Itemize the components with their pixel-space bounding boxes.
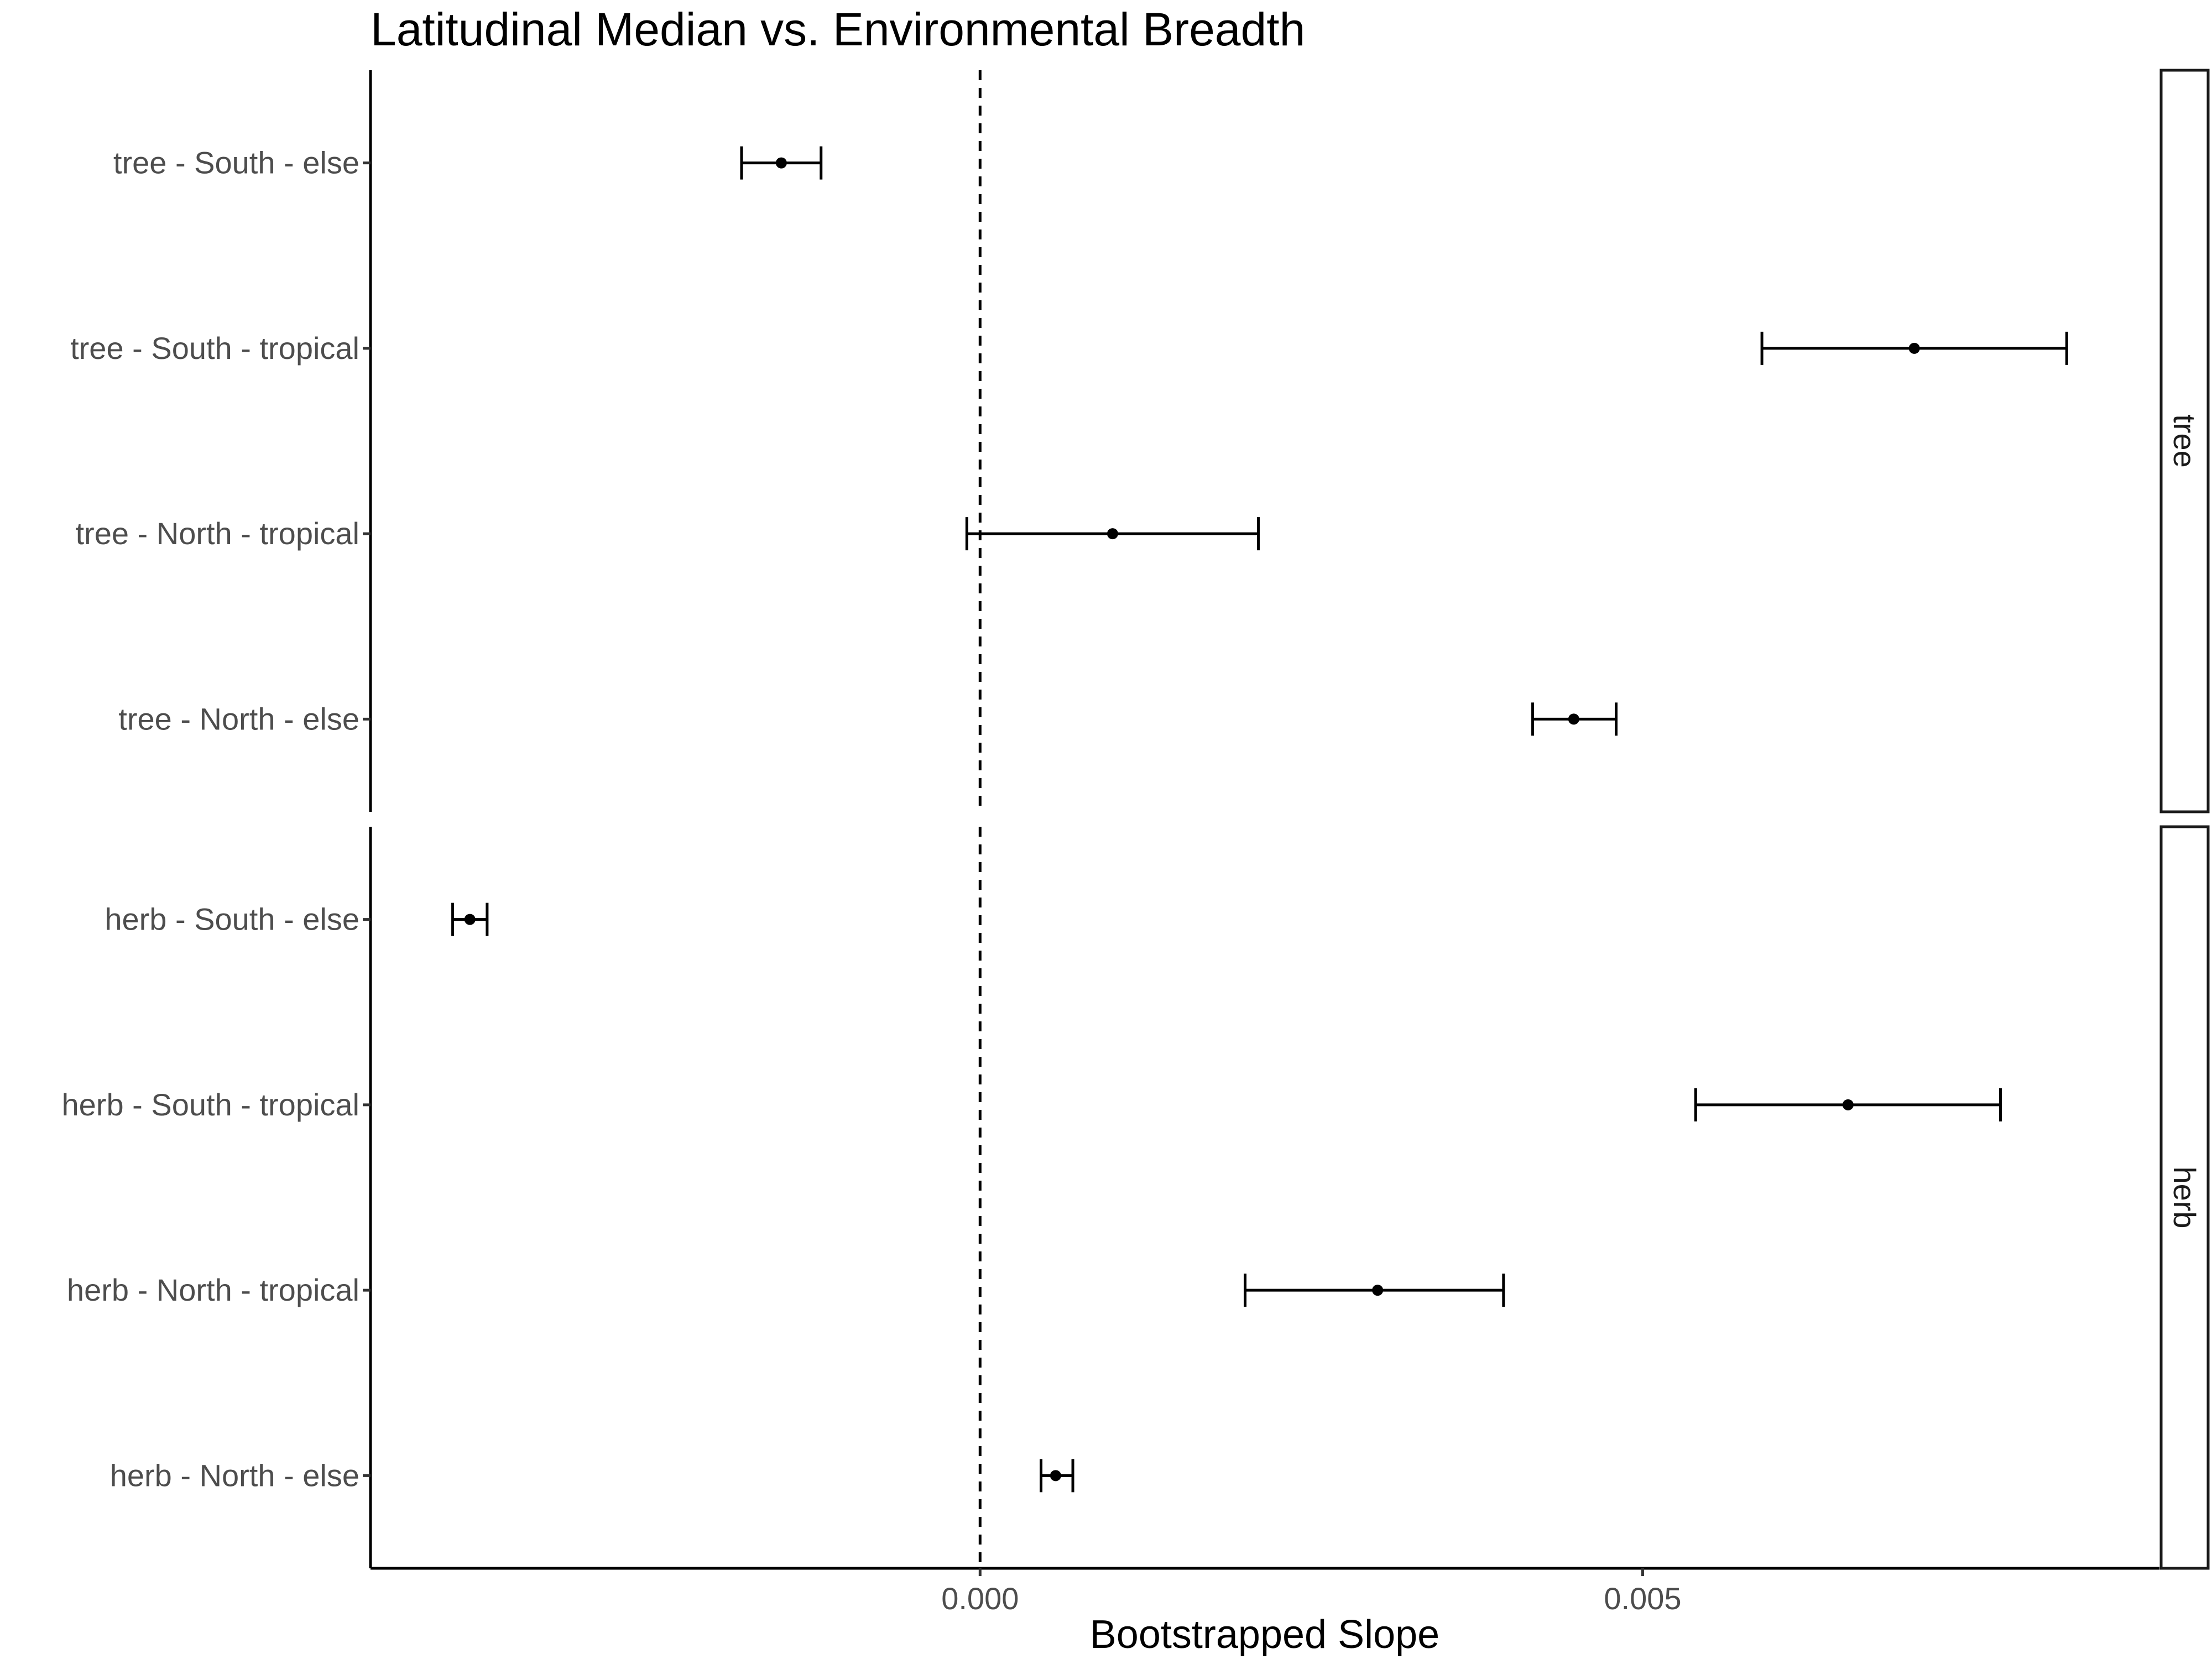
y-tick-label: tree - North - else — [118, 701, 359, 736]
facet-strip-label: tree — [2167, 414, 2202, 468]
estimate-point — [1908, 342, 1920, 354]
errorbar — [1244, 1274, 1505, 1307]
errorbar — [451, 902, 489, 936]
x-axis: 0.000 0.005 — [371, 1567, 2159, 1616]
estimate-point — [1842, 1099, 1854, 1110]
estimate-point — [1568, 713, 1579, 725]
y-tick-label: herb - South - else — [105, 902, 359, 937]
y-tick-label: tree - South - tropical — [70, 331, 359, 366]
y-tick-label: herb - South - tropical — [62, 1087, 359, 1122]
facet-strip — [2159, 825, 2210, 1570]
y-tick-label: tree - South - else — [113, 145, 359, 180]
chart-title: Latitudinal Median vs. Environmental Bre… — [371, 3, 1305, 55]
errorbar — [1531, 702, 1618, 736]
panel-tree: tree - South - else tree - South - tropic… — [70, 69, 2210, 813]
estimate-point — [464, 914, 476, 925]
x-tick-label: 0.000 — [941, 1581, 1019, 1616]
estimate-point — [1107, 528, 1118, 540]
y-tick-label: tree - North - tropical — [76, 516, 360, 551]
estimate-point — [775, 157, 787, 169]
errorbar — [740, 146, 823, 180]
x-axis-label: Bootstrapped Slope — [1090, 1613, 1439, 1657]
errorbar — [1760, 331, 2068, 365]
estimate-point — [1372, 1285, 1384, 1296]
y-tick-label: herb - North - tropical — [67, 1272, 359, 1307]
estimate-point — [1050, 1470, 1061, 1481]
errorbar — [1694, 1088, 2002, 1121]
facet-strip — [2159, 69, 2210, 813]
facet-strip-label: herb — [2167, 1166, 2202, 1228]
panel-herb: herb - South - else herb - South - tropic… — [62, 825, 2210, 1570]
errorbar — [965, 517, 1260, 551]
y-tick-label: herb - North - else — [110, 1458, 359, 1493]
x-tick-label: 0.005 — [1604, 1581, 1681, 1616]
errorbar — [1040, 1459, 1074, 1493]
panels: tree - South - else tree - South - tropic… — [62, 69, 2210, 1570]
